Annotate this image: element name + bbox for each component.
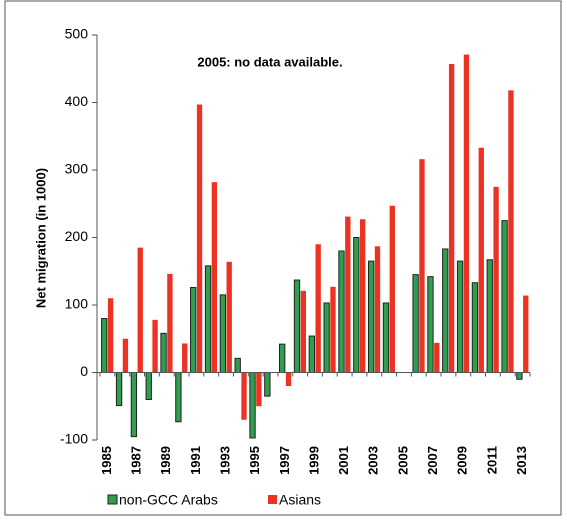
bar [315,244,321,373]
bar [353,237,360,373]
bar [107,298,114,373]
bar [160,332,167,374]
bar [359,219,366,373]
bar [122,338,129,373]
x-tick-label: 2005 [395,446,410,475]
x-tick-label: 1995 [247,446,262,475]
bar [101,318,108,373]
bar [167,273,173,373]
bar [382,302,390,374]
bar [345,216,351,373]
bar [516,372,523,380]
bar [448,64,455,373]
y-axis-label: Net migration (in 1000) [33,168,48,308]
bar [196,104,203,373]
bar [219,294,227,373]
y-tick-label: 500 [65,26,89,42]
x-tick-label: 1989 [158,446,173,475]
bar [264,372,271,397]
y-tick-label: 0 [80,363,88,379]
x-tick-label: 1993 [217,446,232,475]
y-tick-label: 400 [65,93,89,109]
bar [308,335,316,373]
bar [486,259,493,373]
legend-swatch [268,495,277,504]
bar [501,220,508,373]
bar [463,54,470,373]
bar [456,260,464,373]
bar [130,372,138,438]
x-tick-label: 1991 [188,446,203,475]
x-tick-label: 1999 [306,446,321,475]
bar [211,182,218,373]
bar [427,276,434,373]
bar [175,372,182,423]
bar [493,186,499,373]
y-tick-label: 100 [65,296,89,312]
bar [367,260,375,373]
bar [241,372,247,420]
bar [300,290,307,373]
bar [508,90,514,373]
x-tick-label: 2013 [514,446,529,475]
y-tick-label: 200 [65,228,89,244]
bar [152,319,158,373]
bar [389,205,395,373]
x-tick-label: 2007 [425,446,440,475]
x-tick-label: 2009 [455,446,470,475]
bar [145,372,152,400]
bar [115,372,123,407]
bar [234,357,241,374]
bar [442,248,449,374]
annotation: 2005: no data available. [197,54,342,69]
y-tick-label: -100 [60,431,88,447]
bar [285,372,292,386]
x-tick-label: 2003 [366,446,381,475]
y-tick-label: 300 [65,161,89,177]
bar [293,279,301,373]
x-tick-label: 2011 [484,446,499,474]
legend-label: Asians [279,492,321,508]
bar [434,342,440,373]
bar [182,343,188,373]
bar [374,246,381,373]
bar [204,265,212,374]
legend-label: non-GCC Arabs [119,492,218,508]
x-tick-label: 1997 [277,446,292,475]
bar [412,274,419,373]
bar [419,159,425,373]
bar [137,247,143,373]
bar [338,250,345,373]
legend-swatch [107,494,118,505]
bar [190,286,197,374]
bar [279,343,286,373]
bar [256,372,262,407]
x-tick-label: 2001 [336,446,351,475]
bar [523,295,529,373]
bar [478,147,484,373]
bar [471,282,479,374]
bar [323,302,330,374]
chart-frame [4,0,562,516]
bar [226,261,232,373]
x-tick-label: 1987 [129,446,144,475]
x-tick-label: 1985 [99,446,114,475]
bar [249,372,256,439]
bar [330,286,336,373]
